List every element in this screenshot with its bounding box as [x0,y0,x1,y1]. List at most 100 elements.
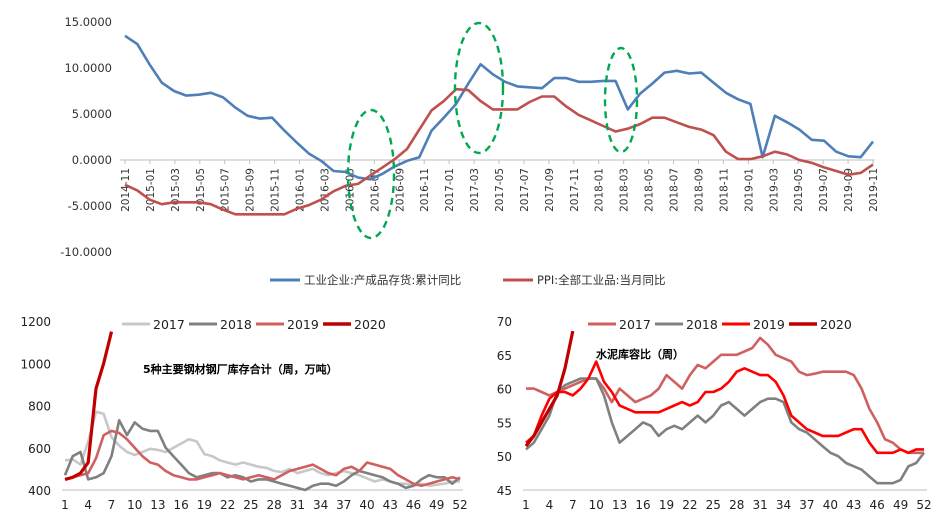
x-tick-label: 52 [452,498,467,512]
series-line-2020 [524,330,575,448]
y-tick-label: 1000 [20,357,51,371]
x-tick-label: 40 [823,498,838,512]
x-tick-label: 7 [569,498,577,512]
x-tick-label: 37 [336,498,351,512]
y-tick-label: 65 [497,349,512,363]
x-tick-label: 2019-03 [768,168,780,212]
x-tick-label: 2016-09 [394,168,406,212]
x-tick-label: 2019-11 [868,168,880,212]
legend-label-2017: 2017 [153,317,185,332]
x-tick-label: 46 [870,498,885,512]
x-tick-label: 2016-01 [295,168,307,212]
x-tick-label: 2017-09 [544,168,556,212]
x-tick-label: 43 [383,498,398,512]
chart-title: 水泥库容比（周） [596,347,684,361]
x-tick-label: 43 [846,498,861,512]
x-tick-label: 22 [682,498,697,512]
x-tick-label: 22 [220,498,235,512]
steel-inventory-chart: 400 600 800 1000 1200 1 4 7 10 13 16 19 22 25 28 31 34 37… [20,315,467,512]
y-tick-label: 50 [497,450,512,464]
x-tick-label: 2017-03 [469,168,481,212]
x-tick-label: 19 [659,498,674,512]
x-tick-label: 2017-11 [569,168,581,212]
y-tick-label: 60 [497,383,512,397]
series-line-ppi [124,87,874,216]
x-tick-label: 2019-05 [793,168,805,212]
y-tick-label: 0.0000 [72,153,112,167]
y-tick-label: 600 [28,442,51,456]
x-tick-label: 37 [799,498,814,512]
x-tick-label: 16 [635,498,650,512]
series-line-inventory [124,34,875,181]
y-tick-label: 10.0000 [64,61,112,75]
x-tick-label: 2018-01 [594,168,606,212]
x-tick-label: 13 [150,498,165,512]
legend-label-2020: 2020 [354,317,386,332]
x-tick-label: 31 [752,498,767,512]
legend-label-ppi: PPI:全部工业品:当月同比 [537,273,666,287]
x-tick-label: 49 [429,498,444,512]
legend-label-2018: 2018 [686,317,718,332]
x-tick-label: 49 [893,498,908,512]
x-tick-label: 25 [706,498,721,512]
y-tick-label: 55 [497,416,512,430]
x-tick-label: 25 [243,498,258,512]
x-tick-label: 16 [174,498,189,512]
x-tick-label: 2017-01 [444,168,456,212]
x-tick-label: 7 [108,498,116,512]
x-tick-label: 2015-07 [220,168,232,212]
x-tick-label: 2015-05 [195,168,207,212]
dashed-ellipse-2018-03 [603,46,639,154]
x-tick-label: 52 [916,498,931,512]
chart-title: 5种主要钢材钢厂库存合计（周，万吨） [143,362,338,376]
x-tick-label: 2015-11 [270,168,282,212]
x-tick-label: 2016-05 [344,168,356,212]
x-tick-label: 13 [612,498,627,512]
y-tick-label: 70 [497,315,512,329]
x-tick-label: 10 [127,498,142,512]
x-tick-label: 2015-09 [245,168,257,212]
series-line-2018 [525,377,926,485]
x-tick-label: 2018-07 [669,168,681,212]
series-line-2020 [64,331,114,481]
series-line-2019 [525,360,924,455]
dashed-ellipse-2016-07 [346,108,396,240]
dashed-ellipse-2017-04 [453,21,505,155]
y-tick-label: 5.0000 [72,107,112,121]
x-tick-label: 2016-03 [319,168,331,212]
x-tick-label: 10 [589,498,604,512]
series-line-2017 [64,410,460,488]
x-tick-label: 2015-01 [145,168,157,212]
x-tick-label: 34 [776,498,791,512]
x-tick-label: 2017-05 [494,168,506,212]
x-tick-label: 2018-05 [644,168,656,212]
x-tick-label: 2014-11 [120,168,132,212]
y-tick-label: -5.0000 [68,199,112,213]
x-tick-label: 2018-11 [718,168,730,212]
y-tick-label: 800 [28,400,51,414]
x-tick-label: 46 [406,498,421,512]
top-chart: 15.0000 10.0000 5.0000 0.0000 -5.0000 -10.000… [60,15,880,287]
x-tick-label: 2016-11 [419,168,431,212]
y-tick-label: 400 [28,484,51,498]
x-tick-label: 4 [84,498,92,512]
cement-capacity-chart: 45 50 55 60 65 70 1 4 7 10 13 16 19 22 25 28 31 34 37 40 43 4… [497,315,932,512]
x-tick-label: 2015-03 [170,168,182,212]
y-tick-label: 45 [497,484,512,498]
y-tick-label: 15.0000 [64,15,112,29]
x-tick-label: 28 [266,498,281,512]
legend-label-2019: 2019 [753,317,785,332]
x-tick-label: 4 [546,498,554,512]
legend-label-inventory: 工业企业:产成品存货:累计同比 [304,273,461,287]
x-tick-label: 2017-07 [519,168,531,212]
y-tick-label: 1200 [20,315,51,329]
x-tick-label: 2018-03 [619,168,631,212]
series-line-2019 [64,429,461,488]
x-tick-label: 34 [313,498,328,512]
x-tick-label: 40 [359,498,374,512]
legend-label-2017: 2017 [619,317,651,332]
y-tick-label: -10.0000 [60,245,112,259]
x-tick-label: 1 [61,498,69,512]
x-tick-label: 19 [197,498,212,512]
legend-label-2019: 2019 [287,317,319,332]
